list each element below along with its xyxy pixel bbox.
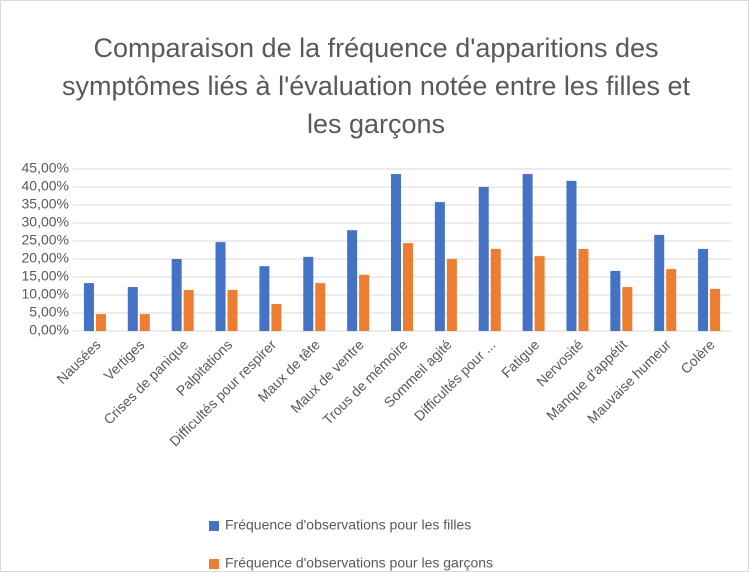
bar (698, 248, 709, 331)
x-tick-label: Difficultés pour ... (411, 336, 499, 424)
bar (610, 270, 621, 331)
y-tick-label: 15,00% (22, 268, 69, 284)
bar (271, 304, 282, 331)
bar (710, 288, 721, 331)
legend-swatch (209, 521, 219, 531)
bar (183, 289, 194, 331)
legend-label: Fréquence d'observations pour les garçon… (225, 555, 493, 571)
bar (534, 256, 545, 331)
x-tick-label: Fatigue (498, 336, 542, 380)
bar (227, 289, 238, 331)
legend-label: Fréquence d'observations pour les filles (225, 517, 471, 533)
bar (359, 274, 370, 331)
bar (95, 314, 106, 331)
bar (171, 259, 182, 331)
bar (566, 180, 577, 331)
legend-swatch (209, 559, 219, 569)
y-tick-label: 20,00% (22, 250, 69, 266)
x-tick-label: Mauvaise humeur (584, 336, 674, 426)
bar (315, 283, 326, 331)
bar (403, 243, 413, 331)
x-tick-label: Manque d'appétit (543, 336, 630, 423)
y-tick-label: 5,00% (29, 304, 69, 320)
x-tick-label: Nausées (53, 336, 103, 386)
y-tick-label: 25,00% (22, 232, 69, 248)
x-tick-label: Colère (677, 336, 718, 377)
bar (434, 202, 445, 331)
bar (578, 248, 589, 331)
y-tick-label: 35,00% (22, 196, 69, 212)
bar (139, 314, 150, 331)
bar (654, 234, 665, 331)
bar (446, 259, 457, 331)
bar (215, 242, 226, 331)
bar (347, 230, 358, 331)
bar (391, 174, 401, 331)
bar (622, 287, 633, 331)
y-tick-label: 30,00% (22, 214, 69, 230)
bar (478, 187, 489, 331)
chart-title: Comparaison de la fréquence d'apparition… (62, 33, 690, 139)
bar (490, 248, 501, 331)
bar (83, 283, 94, 331)
y-tick-label: 40,00% (22, 178, 69, 194)
y-tick-label: 0,00% (29, 322, 69, 338)
bar (303, 256, 314, 331)
bar (666, 269, 677, 331)
y-tick-label: 10,00% (22, 286, 69, 302)
y-tick-label: 45,00% (22, 160, 69, 176)
bar (127, 287, 138, 331)
bar (259, 266, 270, 331)
bar (522, 174, 533, 331)
